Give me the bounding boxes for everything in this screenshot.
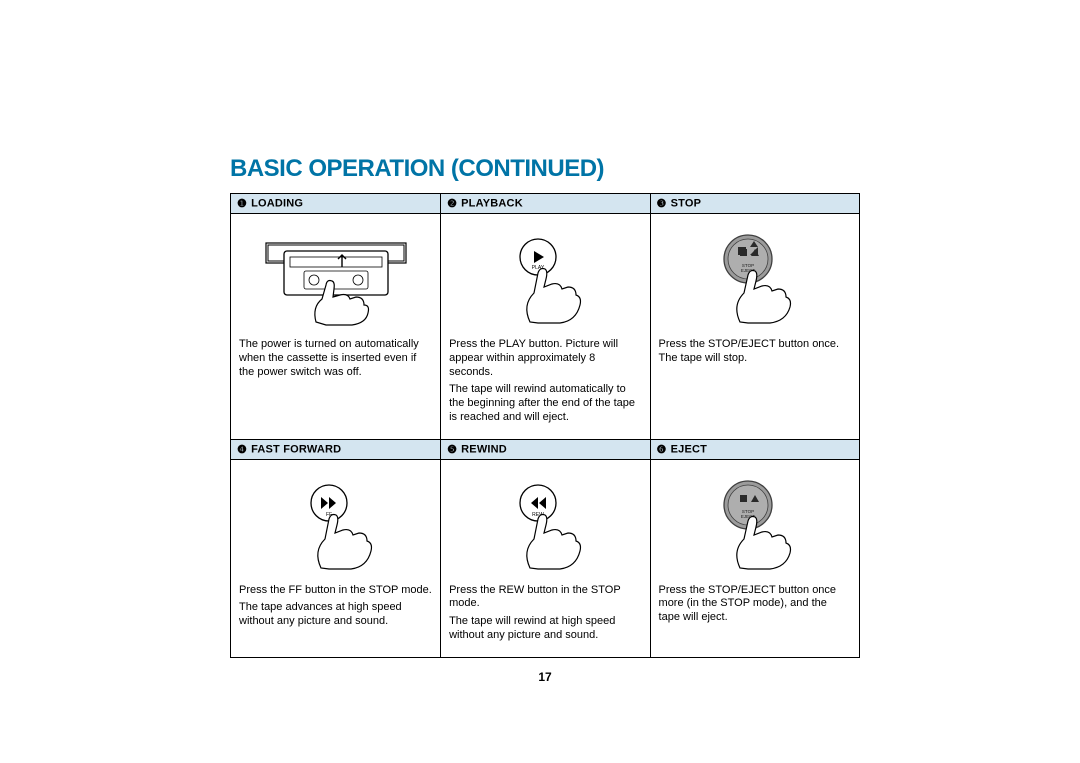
step-desc: The tape advances at high speed without …: [239, 601, 432, 629]
illustration-ff-button: FF: [239, 468, 432, 578]
step-desc: Press the REW button in the STOP mode.: [449, 584, 641, 612]
step-cell: STOP EJECT Press the STOP/EJECT button o…: [650, 459, 859, 657]
illustration-eject-button: STOP EJECT: [659, 468, 851, 578]
step-number-icon: ❺: [447, 443, 457, 456]
step-desc: Press the FF button in the STOP mode.: [239, 584, 432, 598]
step-header: ❸ STOP: [650, 194, 859, 214]
illustration-cassette: [239, 222, 432, 332]
step-header: ❹ FAST FORWARD: [231, 439, 441, 459]
step-label: EJECT: [671, 443, 707, 455]
illustration-play-button: PLAY: [449, 222, 641, 332]
step-desc: The power is turned on automatically whe…: [239, 338, 432, 379]
step-number-icon: ❷: [447, 197, 457, 210]
step-label: LOADING: [251, 197, 303, 209]
step-number-icon: ❻: [657, 443, 667, 456]
step-number-icon: ❸: [657, 197, 667, 210]
step-header: ❻ EJECT: [650, 439, 859, 459]
step-label: FAST FORWARD: [251, 443, 341, 455]
step-header: ❷ PLAYBACK: [441, 194, 650, 214]
step-desc: The tape will rewind automatically to th…: [449, 383, 641, 424]
step-cell: PLAY Press the PLAY button. Picture will…: [441, 214, 650, 440]
step-desc: Press the STOP/EJECT button once. The ta…: [659, 338, 851, 366]
step-header: ❶ LOADING: [231, 194, 441, 214]
step-desc: Press the STOP/EJECT button once more (i…: [659, 584, 851, 625]
step-label: PLAYBACK: [461, 197, 523, 209]
step-header: ❺ REWIND: [441, 439, 650, 459]
step-label: REWIND: [461, 443, 507, 455]
step-cell: FF Press the FF button in the STOP mode.…: [231, 459, 441, 657]
page-number: 17: [230, 670, 860, 684]
step-cell: The power is turned on automatically whe…: [231, 214, 441, 440]
step-cell: REW Press the REW button in the STOP mod…: [441, 459, 650, 657]
illustration-rew-button: REW: [449, 468, 641, 578]
step-number-icon: ❶: [237, 197, 247, 210]
illustration-stop-button: STOP EJECT: [659, 222, 851, 332]
step-number-icon: ❹: [237, 443, 247, 456]
step-desc: The tape will rewind at high speed witho…: [449, 615, 641, 643]
steps-grid: ❶ LOADING ❷ PLAYBACK ❸ STOP: [230, 193, 860, 658]
step-cell: STOP EJECT Press the STOP/EJECT button o…: [650, 214, 859, 440]
step-label: STOP: [671, 197, 702, 209]
step-desc: Press the PLAY button. Picture will appe…: [449, 338, 641, 379]
page-title: BASIC OPERATION (CONTINUED): [230, 155, 860, 183]
